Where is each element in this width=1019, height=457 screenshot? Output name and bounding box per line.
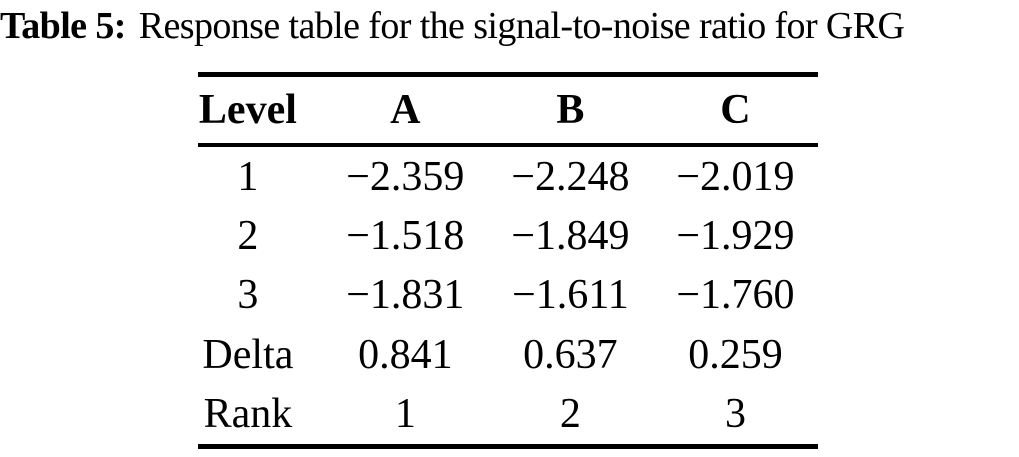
table-cell: −1.760 <box>676 272 795 319</box>
table-bottom-rule <box>198 443 818 449</box>
table-cell: −2.248 <box>511 153 630 200</box>
table-cell: 3 <box>724 391 746 438</box>
table-mid-rule <box>198 143 818 147</box>
table-row-level-2: 2 −1.518 −1.849 −1.929 <box>198 206 818 265</box>
table-row-delta: Delta 0.841 0.637 0.259 <box>198 325 818 384</box>
table-cell: 0.259 <box>688 331 783 378</box>
column-header-a: A <box>390 87 421 133</box>
table-cell: 2 <box>559 391 581 438</box>
row-label: Delta <box>202 331 294 378</box>
row-label: 3 <box>237 272 259 319</box>
row-label: 1 <box>237 153 259 200</box>
table-cell: 1 <box>394 391 416 438</box>
table-cell: −1.831 <box>346 272 465 319</box>
table-cell: −1.929 <box>676 213 795 260</box>
column-header-c: C <box>720 87 751 133</box>
table-cell: −1.849 <box>511 213 630 260</box>
table-cell: 0.637 <box>523 331 618 378</box>
table-row-rank: Rank 1 2 3 <box>198 385 818 444</box>
table-cell: 0.841 <box>358 331 453 378</box>
table-caption-label: Table 5: <box>0 5 126 47</box>
table-top-rule <box>198 72 818 77</box>
table-caption: Table 5: Response table for the signal-to… <box>0 0 1019 52</box>
table-header-row: Level A B C <box>198 77 818 143</box>
column-header-b: B <box>556 87 585 133</box>
table-caption-text: Response table for the signal-to-noise r… <box>138 5 905 47</box>
table-row-level-1: 1 −2.359 −2.248 −2.019 <box>198 147 818 206</box>
response-table: Level A B C 1 −2.359 −2.248 −2.019 2 −1.… <box>198 72 818 449</box>
row-label: Rank <box>203 391 293 438</box>
table-cell: −2.359 <box>346 153 465 200</box>
table-row-level-3: 3 −1.831 −1.611 −1.760 <box>198 266 818 325</box>
table-cell: −2.019 <box>676 153 795 200</box>
column-header-level: Level <box>198 87 297 133</box>
table-cell: −1.611 <box>512 272 629 319</box>
row-label: 2 <box>237 213 259 260</box>
table-cell: −1.518 <box>346 213 465 260</box>
